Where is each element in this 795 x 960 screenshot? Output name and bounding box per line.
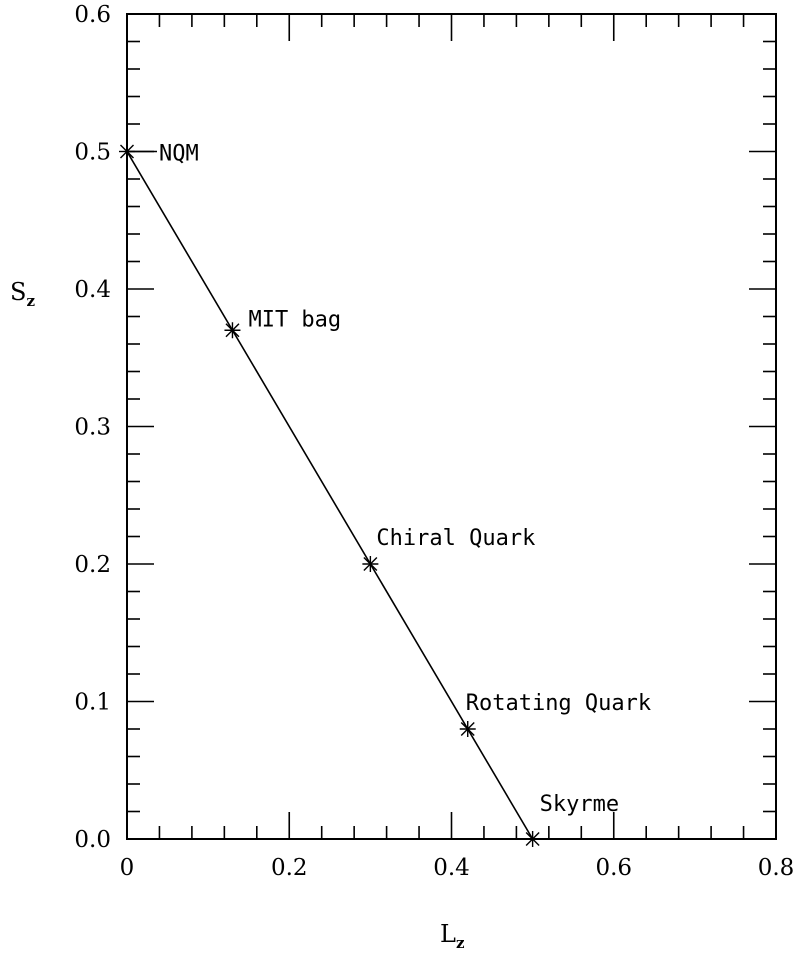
axis-ticks bbox=[126, 13, 777, 840]
point-labels: NQM MIT bag Chiral Quark Rotating Quark Skyr… bbox=[159, 142, 651, 818]
x-tick-label: 0.2 bbox=[271, 855, 308, 881]
point-label: Skyrme bbox=[540, 792, 619, 817]
point-label: Rotating Quark bbox=[466, 691, 651, 716]
y-tick-label: 0.6 bbox=[74, 2, 111, 28]
y-tick-label: 0.3 bbox=[74, 415, 111, 441]
data-point-marker bbox=[224, 322, 241, 339]
point-label: NQM bbox=[159, 142, 199, 167]
y-tick-label: 0.1 bbox=[74, 690, 111, 716]
data-point-marker bbox=[524, 831, 541, 847]
data-point-marker bbox=[119, 143, 157, 160]
point-label: MIT bag bbox=[248, 307, 341, 332]
tick-labels: 0 0.2 0.4 0.6 0.8 0.0 0.1 0.2 0.3 0.4 0.5 0.6 bbox=[74, 2, 794, 881]
x-tick-label: 0 bbox=[120, 855, 135, 881]
y-tick-label: 0.5 bbox=[74, 140, 111, 166]
y-tick-label: 0.0 bbox=[74, 827, 111, 853]
series-line bbox=[126, 151, 534, 840]
point-label: Chiral Quark bbox=[376, 526, 535, 551]
x-axis-label: Lz bbox=[440, 920, 465, 952]
x-tick-label: 0.8 bbox=[758, 855, 795, 881]
data-markers bbox=[119, 143, 541, 847]
y-tick-label: 0.2 bbox=[74, 552, 111, 578]
x-tick-label: 0.4 bbox=[433, 855, 470, 881]
data-point-marker bbox=[459, 721, 476, 737]
y-tick-label: 0.4 bbox=[74, 277, 111, 303]
data-point-marker bbox=[362, 556, 379, 572]
plot-frame bbox=[126, 13, 777, 840]
y-axis-label: Sz bbox=[10, 278, 35, 310]
x-tick-label: 0.6 bbox=[595, 855, 632, 881]
